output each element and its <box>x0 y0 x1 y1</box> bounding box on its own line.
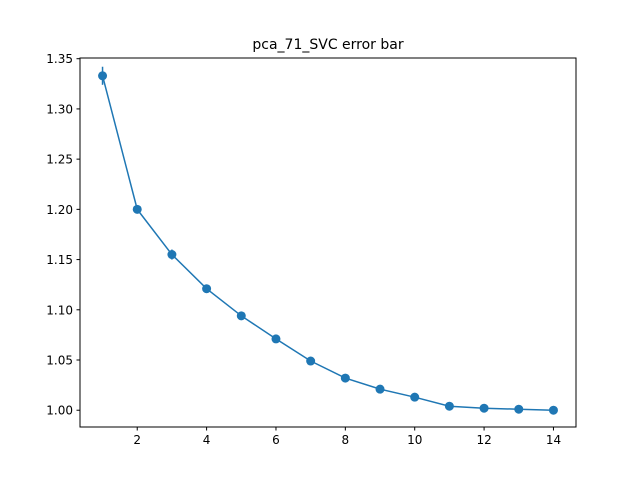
axes-frame <box>79 57 577 428</box>
plot-area <box>98 66 558 415</box>
data-point <box>410 392 420 402</box>
data-point <box>167 250 177 260</box>
y-tick-label: 1.15 <box>46 253 73 267</box>
x-tick-label: 14 <box>546 433 561 447</box>
data-point <box>132 204 142 214</box>
data-point <box>479 403 489 413</box>
y-tick-label: 1.35 <box>46 52 73 66</box>
x-tick-label: 8 <box>342 433 350 447</box>
data-point <box>236 311 246 321</box>
x-tick-label: 2 <box>133 433 141 447</box>
data-point <box>548 405 558 415</box>
axes: 2 4 6 8 10 12 14 1.00 1.05 1.10 1.15 1.20 1.25 1.30 1.… <box>46 52 561 447</box>
y-tick-label: 1.20 <box>46 203 73 217</box>
chart-title: pca_71_SVC error bar <box>252 37 403 53</box>
data-point <box>444 401 454 411</box>
series-line <box>101 75 554 411</box>
x-tick-label: 6 <box>272 433 280 447</box>
data-point <box>306 356 316 366</box>
x-tick-label: 4 <box>203 433 211 447</box>
y-tick-label: 1.05 <box>46 354 73 368</box>
y-tick-label: 1.25 <box>46 153 73 167</box>
x-tick-label: 10 <box>407 433 422 447</box>
data-point <box>514 404 524 414</box>
x-tick-label: 12 <box>476 433 491 447</box>
data-point <box>375 384 385 394</box>
y-tick-label: 1.00 <box>46 404 73 418</box>
data-point <box>271 334 281 344</box>
data-point <box>98 71 108 81</box>
data-point <box>340 373 350 383</box>
data-point <box>202 284 212 294</box>
y-tick-label: 1.10 <box>46 303 73 317</box>
y-tick-label: 1.30 <box>46 102 73 116</box>
